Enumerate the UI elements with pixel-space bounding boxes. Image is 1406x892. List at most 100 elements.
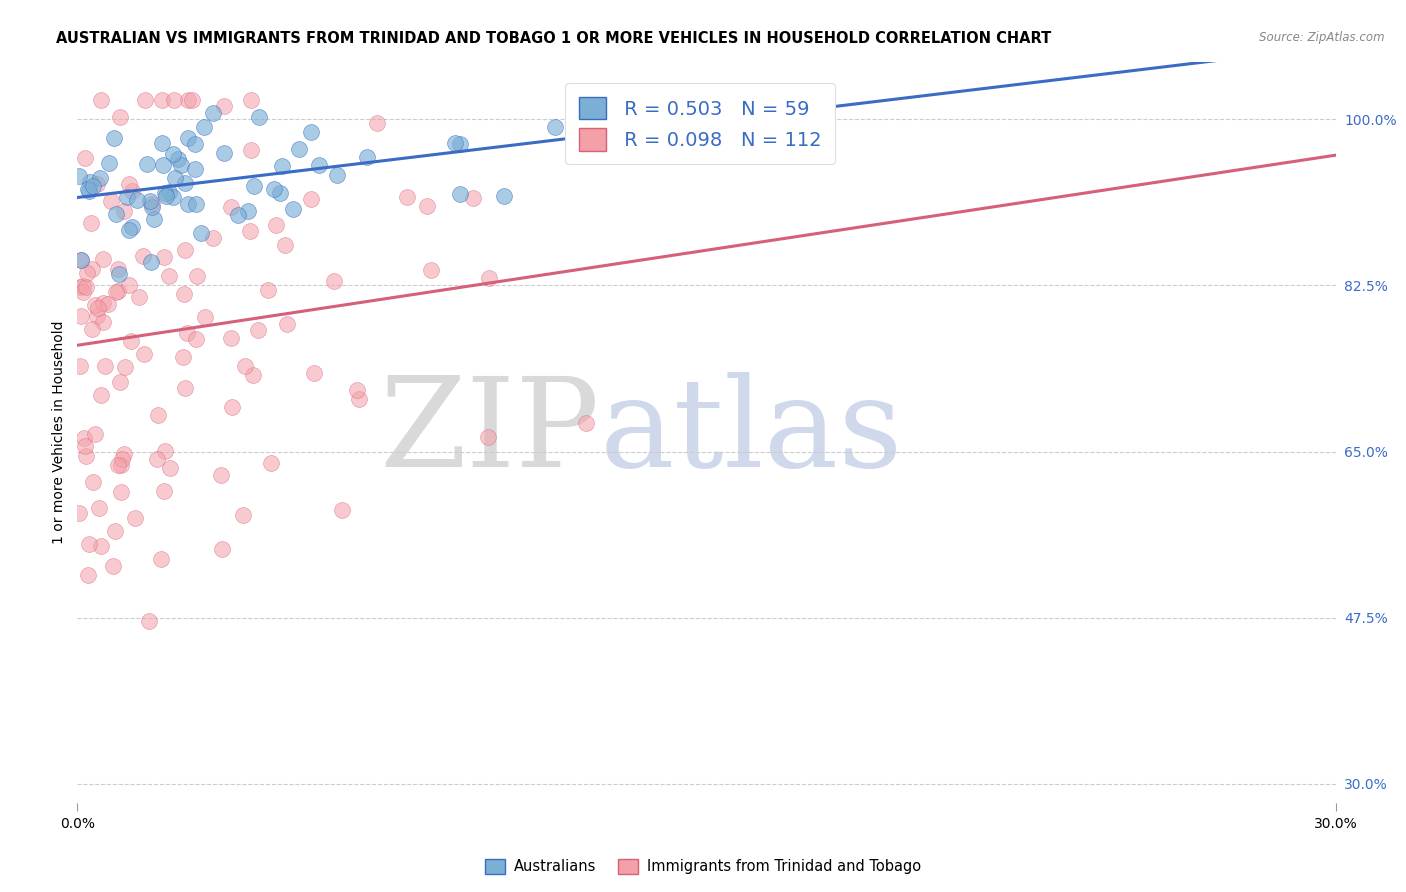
Y-axis label: 1 or more Vehicles in Household: 1 or more Vehicles in Household bbox=[52, 321, 66, 544]
Point bbox=[212, 99, 235, 113]
Point bbox=[211, 542, 233, 557]
Point bbox=[118, 177, 141, 191]
Point bbox=[239, 224, 262, 238]
Point bbox=[193, 120, 215, 134]
Point bbox=[73, 431, 96, 445]
Point bbox=[105, 285, 128, 300]
Point bbox=[395, 190, 418, 204]
Point bbox=[104, 207, 127, 221]
Point bbox=[201, 231, 224, 245]
Point bbox=[415, 199, 437, 213]
Point bbox=[124, 510, 146, 524]
Point bbox=[184, 197, 207, 211]
Point bbox=[157, 268, 180, 283]
Point bbox=[112, 204, 135, 219]
Point bbox=[240, 94, 263, 108]
Point bbox=[90, 94, 112, 108]
Point bbox=[184, 136, 207, 151]
Text: ZIP: ZIP bbox=[380, 372, 599, 493]
Point bbox=[103, 130, 125, 145]
Point bbox=[121, 184, 143, 198]
Point bbox=[70, 252, 93, 267]
Point bbox=[271, 159, 294, 173]
Point bbox=[233, 359, 256, 374]
Point bbox=[575, 416, 598, 430]
Point bbox=[157, 185, 180, 199]
Point bbox=[77, 182, 100, 196]
Point bbox=[264, 219, 287, 233]
Point bbox=[226, 208, 249, 222]
Point bbox=[82, 475, 104, 489]
Point bbox=[236, 203, 259, 218]
Point bbox=[287, 142, 309, 156]
Point bbox=[190, 227, 212, 241]
Point bbox=[153, 443, 176, 458]
Point bbox=[242, 178, 264, 193]
Point bbox=[165, 171, 187, 186]
Point bbox=[219, 331, 242, 345]
Point bbox=[174, 176, 197, 190]
Point bbox=[173, 286, 195, 301]
Point bbox=[70, 253, 93, 268]
Point bbox=[72, 278, 94, 293]
Point bbox=[103, 524, 125, 538]
Point bbox=[366, 116, 388, 130]
Point bbox=[153, 484, 176, 499]
Point bbox=[67, 169, 90, 183]
Point bbox=[256, 283, 278, 297]
Point bbox=[134, 94, 156, 108]
Point bbox=[449, 136, 471, 151]
Point bbox=[80, 261, 103, 276]
Point bbox=[121, 219, 143, 234]
Point bbox=[97, 297, 120, 311]
Text: 0.0%: 0.0% bbox=[60, 817, 94, 831]
Point bbox=[221, 400, 243, 414]
Point bbox=[120, 334, 142, 349]
Point bbox=[463, 191, 485, 205]
Point bbox=[162, 146, 184, 161]
Point bbox=[75, 449, 97, 463]
Point bbox=[114, 360, 136, 375]
Point bbox=[152, 250, 174, 264]
Point bbox=[330, 502, 353, 516]
Point bbox=[152, 158, 174, 172]
Point bbox=[75, 151, 97, 165]
Point bbox=[492, 188, 515, 202]
Point bbox=[90, 539, 112, 553]
Text: AUSTRALIAN VS IMMIGRANTS FROM TRINIDAD AND TOBAGO 1 OR MORE VEHICLES IN HOUSEHOL: AUSTRALIAN VS IMMIGRANTS FROM TRINIDAD A… bbox=[56, 31, 1052, 46]
Point bbox=[281, 202, 304, 216]
Point bbox=[356, 150, 378, 164]
Point bbox=[299, 124, 322, 138]
Point bbox=[82, 322, 104, 336]
Point bbox=[100, 194, 122, 208]
Point bbox=[177, 131, 200, 145]
Point bbox=[177, 94, 200, 108]
Point bbox=[184, 162, 207, 177]
Point bbox=[162, 190, 184, 204]
Point bbox=[211, 467, 233, 482]
Point bbox=[273, 238, 295, 252]
Point bbox=[110, 484, 132, 499]
Point bbox=[118, 277, 141, 292]
Point bbox=[246, 323, 269, 337]
Point bbox=[173, 243, 195, 257]
Point bbox=[67, 506, 90, 520]
Point bbox=[544, 120, 567, 134]
Point bbox=[308, 158, 330, 172]
Point bbox=[91, 295, 114, 310]
Point bbox=[232, 508, 254, 523]
Point bbox=[478, 271, 501, 285]
Text: Source: ZipAtlas.com: Source: ZipAtlas.com bbox=[1260, 31, 1385, 45]
Point bbox=[444, 136, 467, 151]
Point bbox=[186, 332, 208, 346]
Point bbox=[149, 552, 172, 566]
Point bbox=[247, 111, 270, 125]
Point bbox=[141, 200, 163, 214]
Point bbox=[107, 458, 129, 472]
Point bbox=[150, 94, 173, 108]
Point bbox=[73, 439, 96, 453]
Point bbox=[153, 186, 176, 200]
Point bbox=[108, 376, 131, 390]
Point bbox=[150, 136, 173, 150]
Point bbox=[276, 317, 298, 331]
